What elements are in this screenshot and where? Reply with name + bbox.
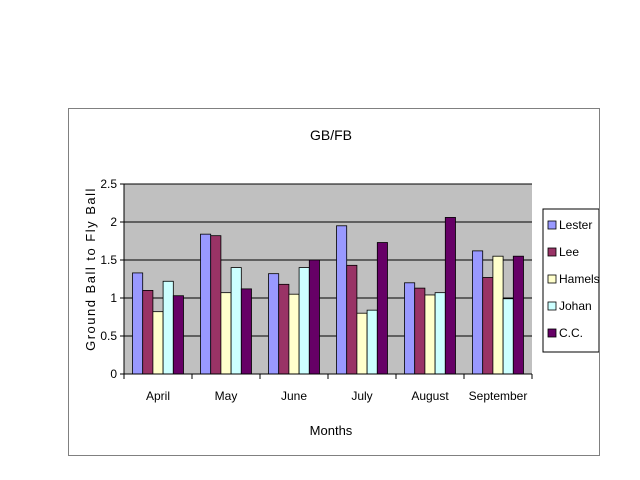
bar-lester-april	[132, 272, 144, 375]
bar-cc-june	[308, 259, 320, 375]
bar-hamels-june	[288, 293, 300, 375]
bar-johan-april	[162, 280, 174, 375]
x-tick-label: July	[351, 389, 372, 403]
legend-swatch	[547, 301, 557, 311]
legend-swatch	[547, 247, 557, 257]
bar-lee-may	[210, 235, 222, 375]
bar-cc-august	[444, 217, 456, 375]
x-axis-title: Months	[310, 423, 353, 438]
bar-johan-september	[502, 298, 514, 375]
bar-cc-may	[240, 288, 252, 375]
bar-lee-june	[278, 283, 290, 375]
bar-lee-july	[346, 264, 358, 375]
chart-svg: GB/FB Months Ground Ball to Fly Ball 0 0.…	[83, 127, 599, 438]
legend: Lester Lee Hamels Johan C.C.	[542, 208, 599, 353]
bar-hamels-september	[492, 255, 504, 375]
bar-lester-august	[404, 282, 416, 375]
y-axis-title: Ground Ball to Fly Ball	[83, 187, 98, 351]
bar-johan-may	[230, 267, 242, 375]
x-tick-label: May	[215, 389, 238, 403]
bar-lester-september	[472, 250, 484, 375]
bar-hamels-july	[356, 312, 368, 375]
y-tick-label: 2.5	[100, 177, 117, 191]
legend-label: Lester	[559, 218, 592, 232]
legend-label: Lee	[559, 245, 579, 259]
chart-title: GB/FB	[310, 127, 352, 143]
bar-lester-july	[336, 225, 348, 375]
legend-label: Hamels	[559, 272, 599, 286]
legend-swatch	[547, 220, 557, 230]
y-tick-label: 1.5	[100, 253, 117, 267]
legend-label: C.C.	[559, 326, 583, 340]
bar-cc-april	[172, 295, 184, 375]
y-tick-label: 1	[110, 291, 117, 305]
bar-johan-june	[298, 267, 310, 375]
chart-frame: GB/FB Months Ground Ball to Fly Ball 0 0.…	[68, 108, 600, 456]
bar-johan-august	[434, 292, 446, 375]
bar-hamels-april	[152, 311, 164, 375]
bar-lee-august	[414, 287, 426, 375]
bar-lee-april	[142, 289, 154, 375]
plot-background	[124, 184, 532, 374]
bar-cc-september	[512, 255, 524, 375]
bar-hamels-may	[220, 292, 232, 375]
x-tick-label: June	[281, 389, 307, 403]
x-tick-label: August	[411, 389, 449, 403]
bar-lester-may	[200, 233, 212, 375]
y-tick-label: 0.5	[100, 329, 117, 343]
legend-swatch	[547, 274, 557, 284]
bar-cc-july	[376, 242, 388, 375]
bar-lester-june	[268, 273, 280, 375]
legend-label: Johan	[559, 299, 592, 313]
y-tick-label: 0	[110, 367, 117, 381]
bar-lee-september	[482, 277, 494, 375]
bar-johan-july	[366, 309, 378, 375]
y-tick-label: 2	[110, 215, 117, 229]
plot-area: 0 0.5 1 1.5 2 2.5 April May June July August Septem…	[100, 177, 533, 403]
legend-swatch	[547, 328, 557, 338]
x-tick-label: April	[146, 389, 170, 403]
x-tick-label: September	[469, 389, 528, 403]
bar-hamels-august	[424, 294, 436, 375]
